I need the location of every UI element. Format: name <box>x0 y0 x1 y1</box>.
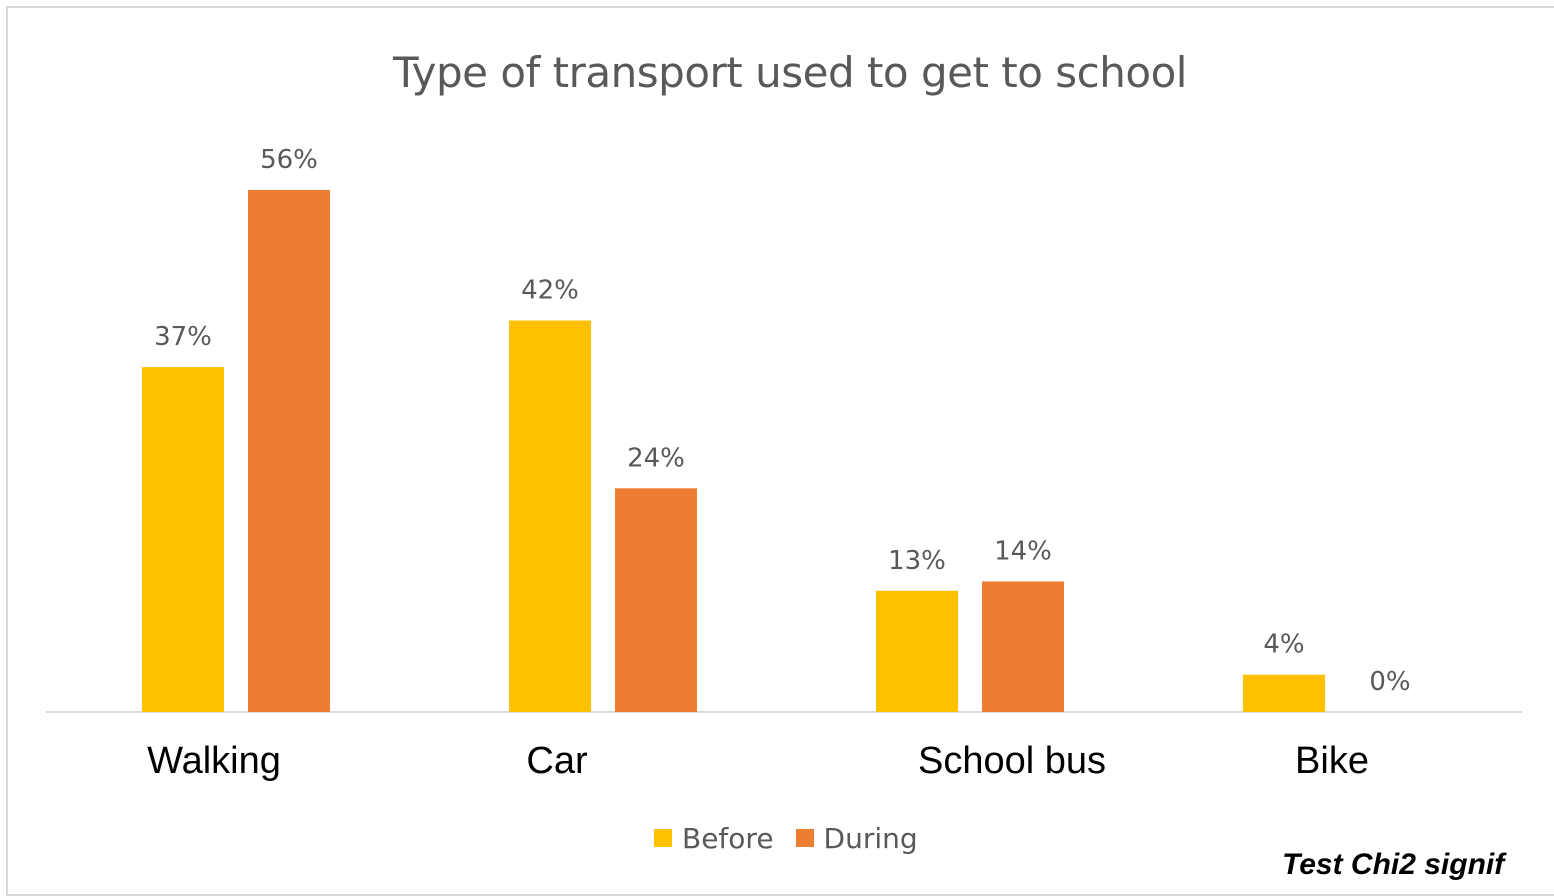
chart-title: Type of transport used to get to school <box>393 48 1187 97</box>
legend-label-before: Before <box>682 821 774 855</box>
legend-swatch-during <box>795 829 814 847</box>
data-label-bike-before: 4% <box>1263 630 1304 660</box>
footnote-text: Test Chi2 signif <box>1282 848 1505 881</box>
bar-car-before <box>509 320 591 712</box>
bar-car-during <box>615 488 697 712</box>
data-label-school-bus-during: 14% <box>994 537 1052 567</box>
data-label-walking-during: 56% <box>260 145 318 175</box>
data-label-bike-during: 0% <box>1369 667 1410 697</box>
bar-bike-before <box>1243 674 1325 712</box>
legend-swatch-before <box>654 829 672 847</box>
legend: Before During <box>654 821 940 855</box>
bar-school-bus-during <box>982 581 1064 712</box>
data-label-car-during: 24% <box>627 443 685 473</box>
data-label-walking-before: 37% <box>154 322 212 352</box>
category-label-bike: Bike <box>1295 740 1369 782</box>
data-label-car-before: 42% <box>521 276 579 306</box>
category-label-car: Car <box>526 740 588 782</box>
data-label-school-bus-before: 13% <box>888 546 946 576</box>
legend-label-during: During <box>823 821 918 855</box>
legend-item-during: During <box>795 821 918 855</box>
bar-walking-before <box>142 367 224 712</box>
category-label-walking: Walking <box>147 740 281 782</box>
bar-walking-during <box>248 190 330 712</box>
legend-item-before: Before <box>654 822 774 855</box>
category-label-school-bus: School bus <box>918 740 1106 782</box>
bar-school-bus-before <box>876 590 958 712</box>
